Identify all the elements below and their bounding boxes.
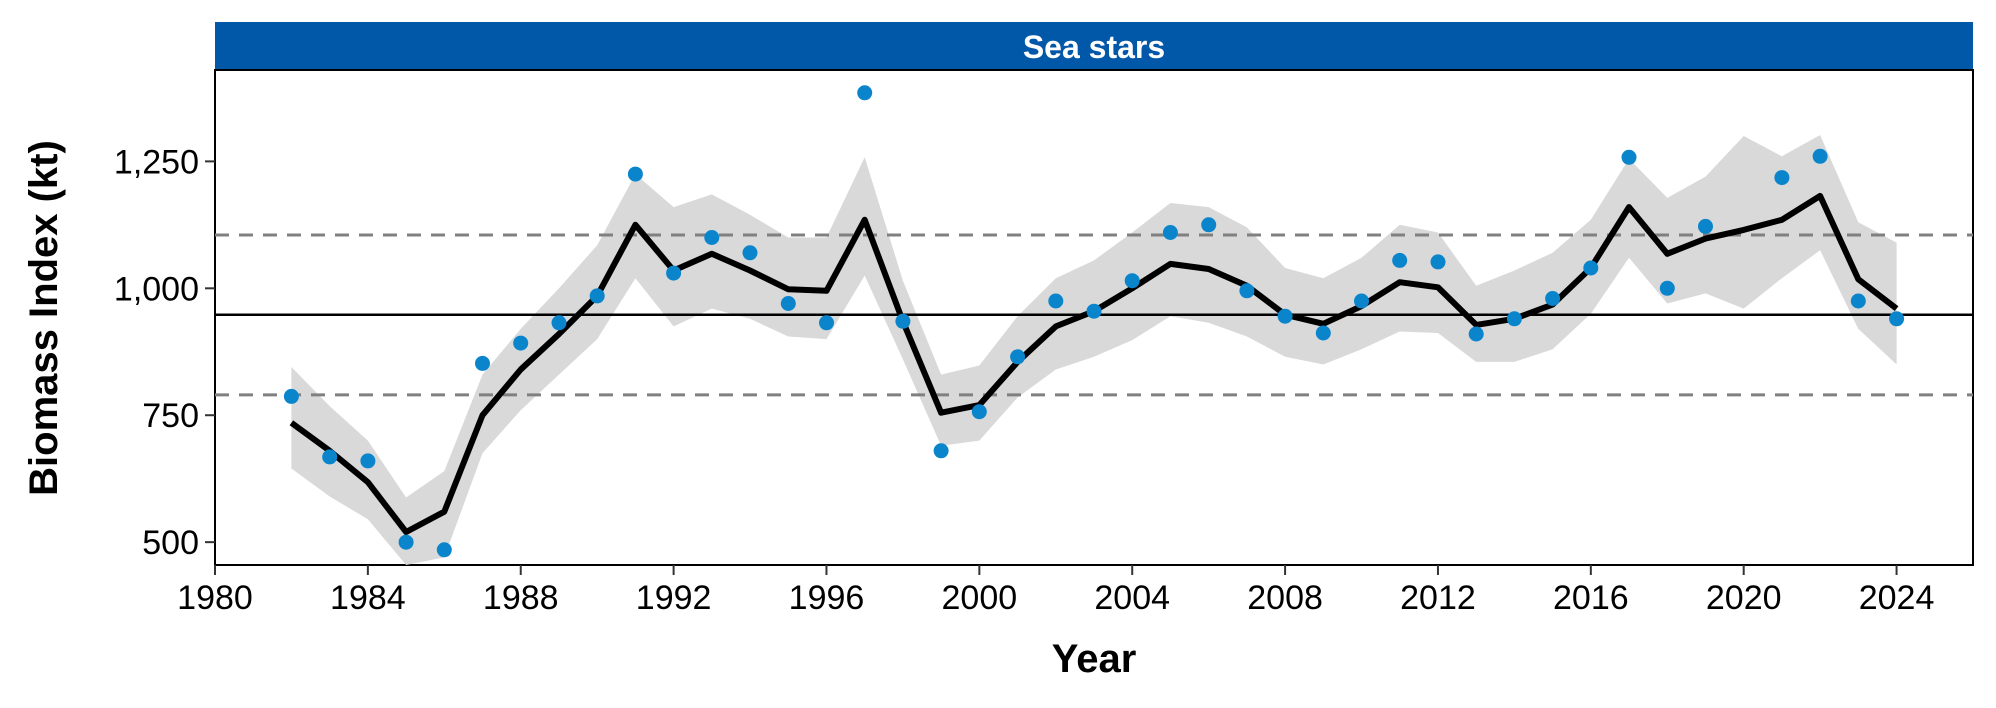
strip-background (215, 22, 1973, 70)
data-point (704, 230, 720, 245)
x-tick-label: 1984 (330, 579, 406, 617)
data-point (1812, 148, 1828, 164)
y-axis: 500 750 1,000 1,250 (114, 143, 215, 562)
data-point (360, 453, 376, 469)
observed-points (283, 85, 1905, 558)
data-point (1659, 280, 1675, 296)
data-point (1545, 291, 1561, 306)
strip-title: Sea stars (1023, 29, 1165, 65)
data-point (551, 315, 567, 331)
data-point (895, 313, 911, 329)
x-tick-label: 2004 (1094, 579, 1170, 617)
y-tick-label: 750 (142, 397, 199, 435)
data-point (1583, 260, 1599, 276)
data-point (742, 245, 758, 261)
x-tick-label: 1988 (483, 579, 559, 617)
data-point (436, 542, 452, 558)
data-point (1774, 170, 1790, 186)
data-point (1277, 308, 1293, 324)
data-point (1010, 349, 1026, 365)
data-point (1239, 283, 1255, 299)
x-tick-label: 1980 (177, 579, 253, 617)
data-point (780, 296, 796, 311)
x-tick-label: 2000 (942, 579, 1018, 617)
data-point (1621, 149, 1637, 165)
data-point (1124, 273, 1140, 289)
data-point (627, 166, 643, 182)
data-point (1506, 311, 1522, 327)
data-point (1430, 254, 1446, 270)
y-tick-label: 500 (142, 524, 199, 562)
x-axis: 1980 1984 1988 1992 1996 2000 2004 2008 2012 2016… (177, 565, 1934, 617)
data-point (933, 443, 949, 459)
data-point (1201, 217, 1217, 233)
data-point (475, 355, 490, 371)
confidence-band-area (291, 135, 1897, 565)
data-point (1698, 218, 1713, 234)
y-tick-label: 1,000 (114, 270, 199, 308)
data-point (1889, 311, 1905, 327)
y-tick-label: 1,250 (114, 143, 199, 181)
data-point (1162, 225, 1178, 240)
data-point (1392, 252, 1408, 268)
data-point (1086, 303, 1102, 319)
data-point (589, 288, 605, 304)
data-point (398, 534, 414, 550)
x-tick-label: 2008 (1247, 579, 1323, 617)
y-axis-title: Biomass Index (kt) (22, 140, 66, 496)
data-point (513, 335, 529, 351)
x-tick-label: 2012 (1400, 579, 1476, 617)
data-point (971, 404, 987, 420)
data-point (1850, 293, 1866, 309)
confidence-band (291, 135, 1897, 565)
x-tick-label: 2024 (1859, 579, 1935, 617)
data-point (819, 315, 834, 331)
x-tick-label: 1992 (636, 579, 712, 617)
data-point (666, 265, 682, 281)
data-point (322, 449, 338, 465)
x-tick-label: 1996 (789, 579, 865, 617)
data-point (1315, 325, 1331, 341)
x-tick-label: 2020 (1706, 579, 1782, 617)
x-axis-title: Year (1052, 637, 1137, 681)
x-tick-label: 2016 (1553, 579, 1629, 617)
data-point (1468, 326, 1484, 342)
data-point (857, 85, 873, 101)
data-point (283, 388, 299, 404)
data-point (1354, 293, 1369, 309)
data-point (1048, 293, 1064, 309)
